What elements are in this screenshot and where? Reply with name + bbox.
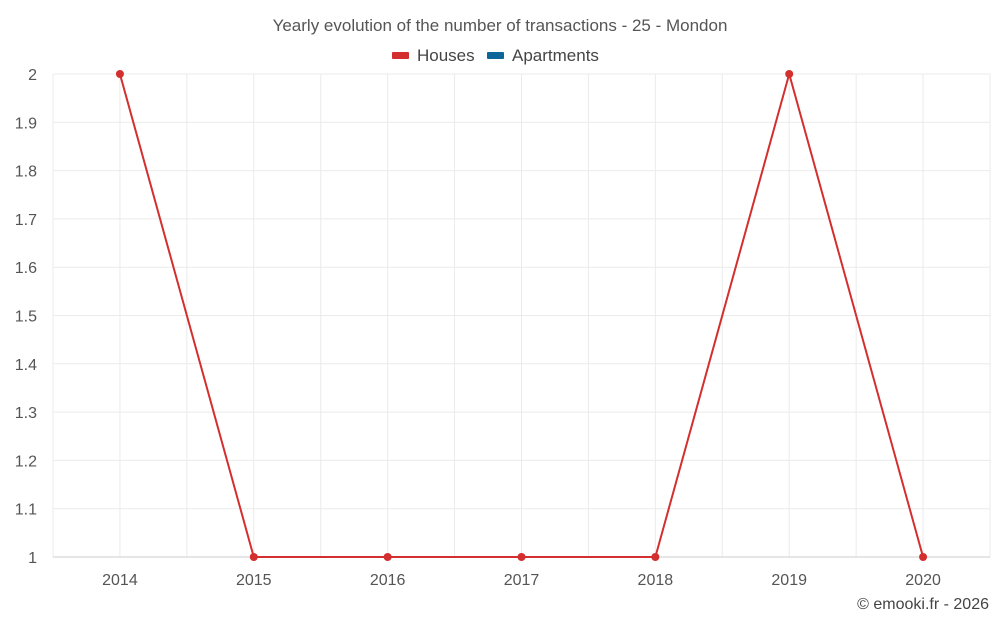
x-tick-label: 2018 — [638, 572, 674, 589]
y-tick-label: 1.1 — [15, 502, 37, 519]
y-tick-label: 1.8 — [15, 164, 37, 181]
y-tick-label: 1.9 — [15, 115, 37, 132]
y-tick-label: 1.4 — [15, 357, 37, 374]
x-tick-label: 2017 — [504, 572, 540, 589]
x-tick-label: 2019 — [771, 572, 807, 589]
data-point-houses[interactable] — [249, 553, 258, 561]
grid — [52, 73, 991, 557]
y-tick-label: 1 — [28, 550, 37, 567]
credit-text: © emooki.fr - 2026 — [857, 596, 989, 613]
data-point-houses[interactable] — [785, 70, 794, 78]
y-tick-label: 1.5 — [15, 309, 37, 326]
y-tick-label: 1.3 — [15, 405, 37, 422]
legend-label-apartments[interactable]: Apartments — [512, 46, 599, 65]
data-point-houses[interactable] — [651, 553, 660, 561]
series-layer — [115, 70, 928, 561]
legend: Houses Apartments — [392, 46, 599, 65]
y-tick-label: 1.7 — [15, 212, 37, 229]
x-tick-label: 2020 — [905, 572, 941, 589]
x-tick-label: 2016 — [370, 572, 406, 589]
y-tick-label: 2 — [28, 67, 37, 84]
legend-label-houses[interactable]: Houses — [417, 46, 475, 65]
axes: 1 1.1 1.2 1.3 1.4 1.5 1.6 1.7 1.8 1.9 2 2014 2015 201… — [15, 67, 990, 589]
legend-swatch-apartments[interactable] — [487, 52, 504, 59]
x-tick-label: 2015 — [236, 572, 272, 589]
data-point-houses[interactable] — [919, 553, 928, 561]
data-point-houses[interactable] — [517, 553, 526, 561]
data-point-houses[interactable] — [383, 553, 392, 561]
legend-swatch-houses[interactable] — [392, 52, 409, 59]
x-tick-label: 2014 — [102, 572, 138, 589]
chart-title: Yearly evolution of the number of transa… — [273, 16, 728, 35]
y-tick-label: 1.6 — [15, 260, 37, 277]
y-tick-label: 1.2 — [15, 453, 37, 470]
data-point-houses[interactable] — [115, 70, 124, 78]
